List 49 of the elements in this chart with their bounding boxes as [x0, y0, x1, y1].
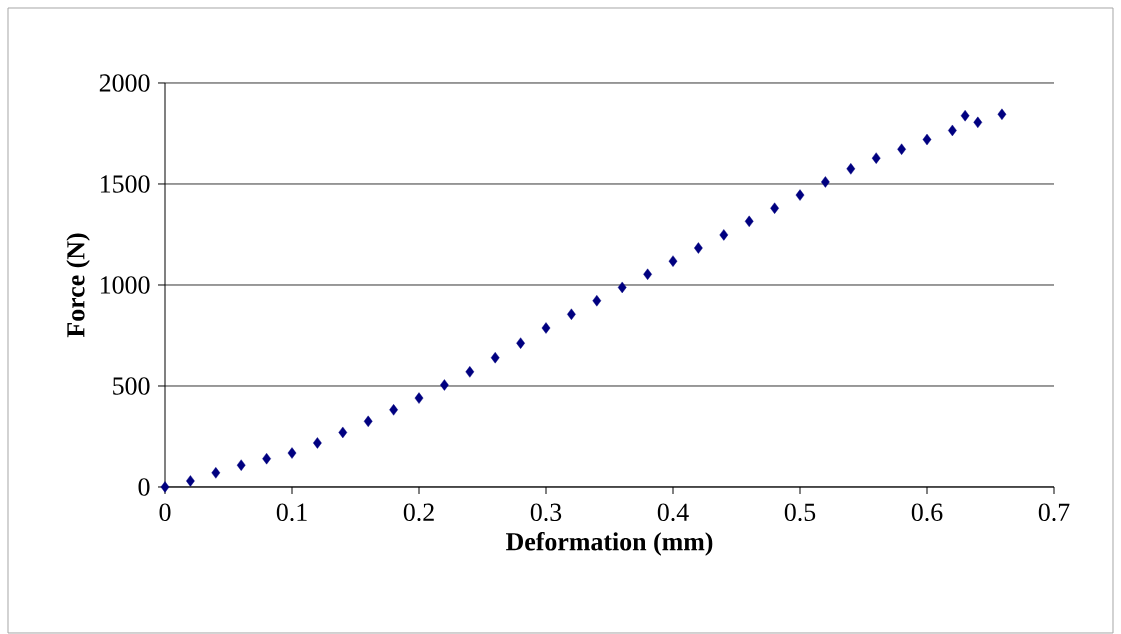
point [744, 215, 754, 228]
point [363, 415, 373, 428]
point [668, 255, 678, 267]
point [236, 459, 246, 471]
x-tick-label: 0.1 [276, 503, 307, 522]
y-tick-label: 1000 [100, 276, 150, 294]
point [770, 202, 779, 214]
point [211, 467, 221, 479]
x-tick-label: 0.6 [911, 503, 943, 522]
x-tick-label: 0 [159, 503, 171, 521]
point [465, 366, 475, 378]
point [160, 481, 170, 493]
point [490, 352, 500, 364]
point [871, 152, 881, 164]
point [262, 453, 271, 465]
point [617, 281, 627, 294]
point [897, 143, 906, 155]
point [287, 447, 297, 459]
point [694, 242, 703, 254]
point [719, 229, 729, 241]
y-axis-title: Force (N) [66, 233, 90, 338]
y-tick-label: 0 [138, 478, 150, 496]
point [592, 295, 602, 307]
point [440, 379, 449, 391]
y-tick-label: 2000 [99, 74, 150, 92]
point [821, 176, 830, 188]
point [389, 404, 398, 416]
point [338, 426, 348, 439]
y-tick-label: 1500 [100, 175, 150, 193]
point [567, 308, 576, 320]
x-tick-label: 0.7 [1038, 503, 1070, 522]
point [960, 110, 970, 122]
point [643, 268, 652, 280]
x-tick-label: 0.5 [784, 503, 816, 522]
point [516, 337, 525, 349]
point [414, 392, 424, 404]
x-tick-label: 0.4 [657, 503, 689, 522]
x-axis-title: Deformation (mm) [506, 531, 713, 556]
x-tick-label: 0.3 [530, 503, 562, 522]
point [541, 322, 551, 334]
point [922, 133, 932, 146]
point [846, 163, 856, 175]
x-tick-label: 0.2 [403, 503, 434, 522]
y-tick-label: 500 [113, 377, 150, 395]
point [313, 437, 322, 449]
point [973, 116, 983, 129]
point [997, 108, 1007, 120]
point [186, 475, 195, 487]
point [795, 189, 805, 201]
